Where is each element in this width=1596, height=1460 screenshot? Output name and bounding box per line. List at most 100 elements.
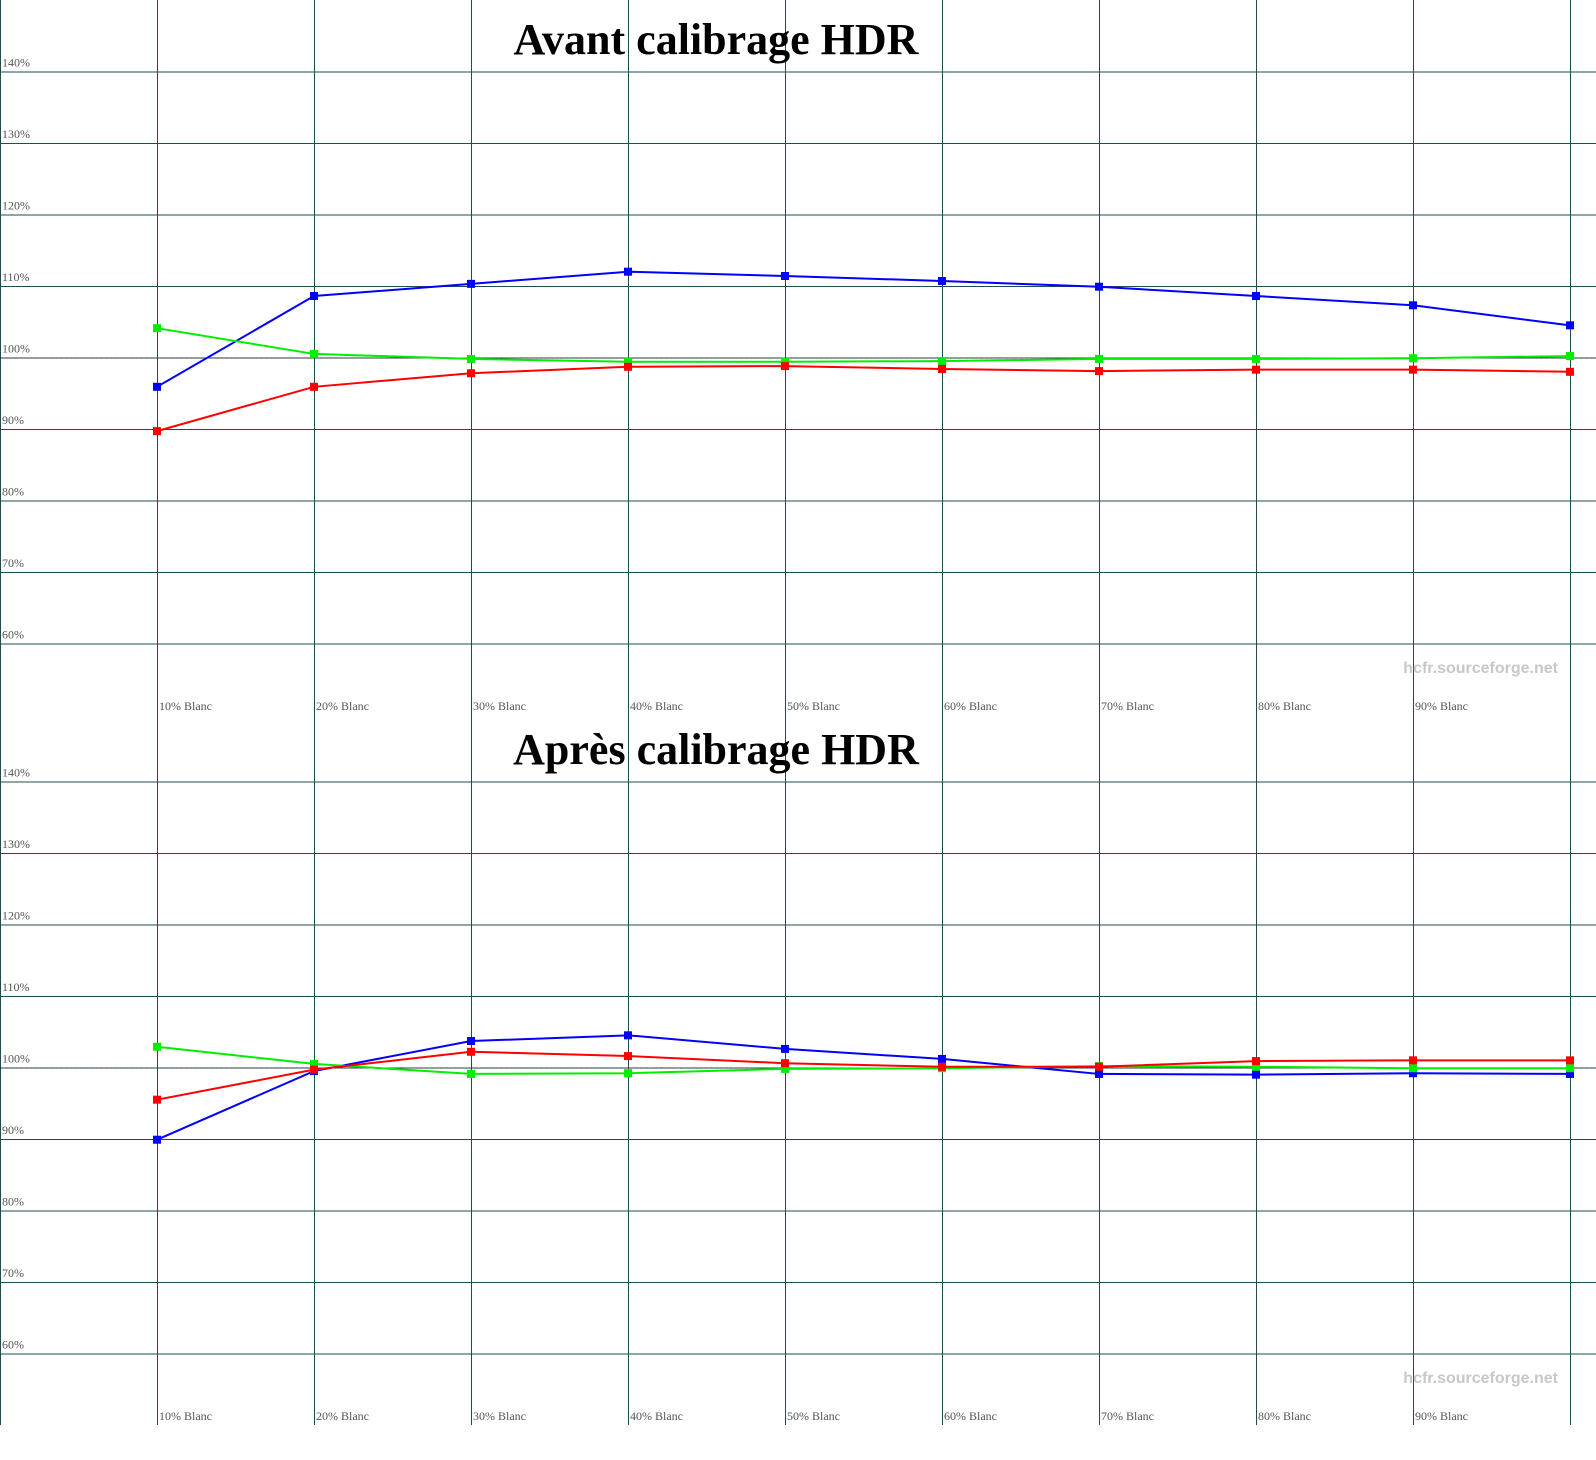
y-tick-label: 110% xyxy=(2,270,30,284)
y-tick-label: 120% xyxy=(2,909,30,923)
data-point xyxy=(624,1052,632,1061)
data-point xyxy=(938,1054,946,1063)
y-tick-label: 130% xyxy=(2,837,30,851)
x-tick-label: 40% Blanc xyxy=(630,699,683,713)
data-point xyxy=(153,1135,161,1144)
watermark: hcfr.sourceforge.net xyxy=(1403,660,1558,677)
x-tick-label: 30% Blanc xyxy=(473,699,526,713)
y-tick-label: 70% xyxy=(2,556,24,570)
data-point xyxy=(938,276,946,285)
data-point xyxy=(1252,1070,1260,1079)
series-line xyxy=(156,1050,1570,1101)
x-tick-label: 10% Blanc xyxy=(159,1409,212,1423)
data-point xyxy=(781,1064,789,1073)
data-point xyxy=(1409,1056,1417,1065)
x-tick-label: 60% Blanc xyxy=(944,1409,997,1423)
y-tick-label: 140% xyxy=(2,766,30,780)
data-point xyxy=(938,1062,946,1071)
data-point xyxy=(1252,354,1260,363)
data-point xyxy=(310,1065,318,1074)
y-tick-label: 70% xyxy=(2,1266,24,1280)
data-point xyxy=(781,357,789,366)
data-point xyxy=(467,1069,475,1078)
series-line xyxy=(156,1034,1571,1141)
data-point xyxy=(1095,1069,1103,1078)
data-point xyxy=(624,362,632,371)
x-tick-label: 50% Blanc xyxy=(787,1409,840,1423)
x-tick-label: 80% Blanc xyxy=(1258,699,1311,713)
data-point xyxy=(781,271,789,280)
x-tick-label: 40% Blanc xyxy=(630,1409,683,1423)
data-point xyxy=(1566,1064,1574,1073)
y-tick-label: 60% xyxy=(2,628,24,642)
data-point xyxy=(310,1059,318,1068)
y-tick-label: 60% xyxy=(2,1338,24,1352)
y-tick-label: 100% xyxy=(2,1052,30,1066)
series-line xyxy=(156,327,1571,363)
y-tick-label: 100% xyxy=(2,342,30,356)
data-point xyxy=(938,364,946,373)
series-line xyxy=(156,365,1571,433)
data-point xyxy=(153,1095,161,1104)
y-tick-label: 90% xyxy=(2,1123,24,1137)
y-tick-label: 110% xyxy=(2,980,30,994)
x-tick-label: 90% Blanc xyxy=(1415,1409,1468,1423)
data-point xyxy=(467,279,475,288)
data-point xyxy=(1409,301,1417,310)
data-point xyxy=(781,1059,789,1068)
data-point xyxy=(1566,1056,1574,1065)
data-point xyxy=(1252,1062,1260,1071)
x-tick-label: 30% Blanc xyxy=(473,1409,526,1423)
data-point xyxy=(624,1031,632,1040)
y-tick-label: 120% xyxy=(2,199,30,213)
data-point xyxy=(153,324,161,333)
data-point xyxy=(781,1044,789,1053)
data-point xyxy=(153,427,161,436)
x-tick-label: 50% Blanc xyxy=(787,699,840,713)
data-point xyxy=(1252,1057,1260,1066)
data-point xyxy=(153,382,161,391)
chart: 10% Blanc 20% Blanc 30% Blanc 40% Blanc 50% … xyxy=(0,710,1596,1425)
data-point xyxy=(1566,352,1574,361)
data-point xyxy=(781,362,789,371)
y-tick-label: 80% xyxy=(2,1195,24,1209)
x-tick-label: 20% Blanc xyxy=(316,1409,369,1423)
y-tick-label: 130% xyxy=(2,127,30,141)
data-point xyxy=(1252,292,1260,301)
chart-title: Après calibrage HDR xyxy=(513,725,920,774)
data-point xyxy=(310,349,318,358)
data-point xyxy=(1252,365,1260,374)
data-point xyxy=(1566,321,1574,330)
x-tick-label: 70% Blanc xyxy=(1101,699,1154,713)
series-line xyxy=(156,270,1571,388)
watermark: hcfr.sourceforge.net xyxy=(1403,1370,1558,1387)
data-point xyxy=(624,267,632,276)
data-point xyxy=(1095,367,1103,376)
data-point xyxy=(1566,367,1574,376)
data-point xyxy=(467,1037,475,1046)
data-point xyxy=(1409,365,1417,374)
x-tick-label: 90% Blanc xyxy=(1415,699,1468,713)
x-tick-label: 10% Blanc xyxy=(159,699,212,713)
data-point xyxy=(1409,354,1417,363)
data-point xyxy=(310,382,318,391)
data-point xyxy=(1095,282,1103,291)
x-tick-label: 80% Blanc xyxy=(1258,1409,1311,1423)
x-tick-label: 20% Blanc xyxy=(316,699,369,713)
series-line xyxy=(156,1045,1570,1075)
data-point xyxy=(624,1069,632,1078)
y-tick-label: 90% xyxy=(2,413,24,427)
y-tick-label: 140% xyxy=(2,56,30,70)
data-point xyxy=(1409,1069,1417,1078)
x-tick-label: 70% Blanc xyxy=(1101,1409,1154,1423)
data-point xyxy=(467,1047,475,1056)
chart: 10% Blanc 20% Blanc 30% Blanc 40% Blanc 50% … xyxy=(0,0,1596,715)
data-point xyxy=(467,369,475,378)
data-point xyxy=(938,357,946,366)
data-point xyxy=(310,292,318,301)
data-point xyxy=(153,1042,161,1051)
data-point xyxy=(624,357,632,366)
data-point xyxy=(1409,1064,1417,1073)
